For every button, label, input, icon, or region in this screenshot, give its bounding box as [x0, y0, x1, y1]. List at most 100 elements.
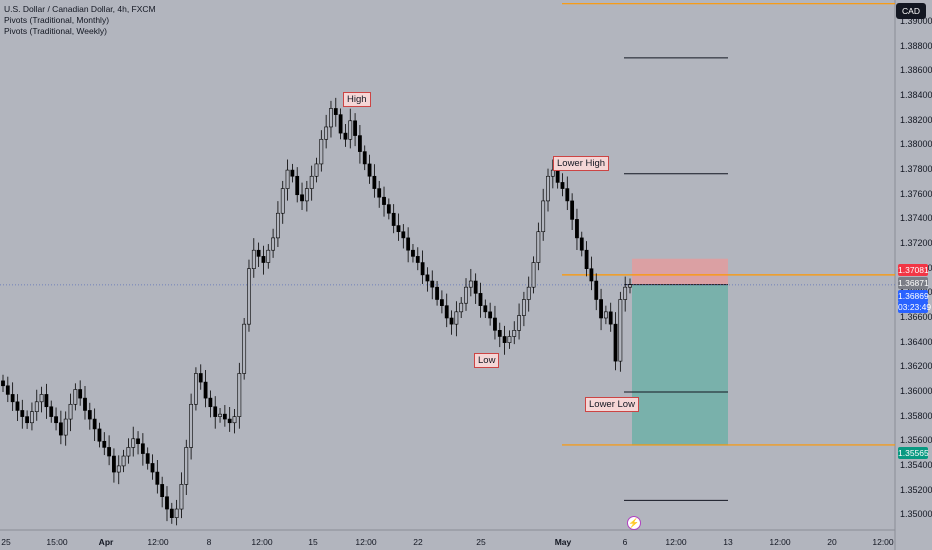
candle-body: [338, 114, 343, 134]
candle-body: [502, 336, 507, 343]
candle-body: [34, 401, 39, 412]
lightning-icon[interactable]: ⚡: [627, 516, 641, 530]
price-tick-label: 1.37600: [900, 188, 932, 199]
candle-body: [155, 471, 160, 485]
price-tick-label: 1.36200: [900, 361, 932, 372]
entry-price-tag: 1.36871: [898, 277, 929, 289]
time-tick-label: 15: [308, 537, 318, 547]
candle-body: [131, 438, 136, 448]
candle-body: [546, 175, 550, 202]
candle-body: [97, 428, 102, 442]
candle-body: [560, 182, 565, 189]
candle-body: [280, 188, 285, 214]
price-tick-label: 1.35600: [900, 435, 932, 446]
currency-button[interactable]: CAD: [896, 3, 926, 19]
candle-body: [304, 188, 309, 202]
candle-body: [179, 484, 184, 510]
candle-body: [579, 237, 584, 251]
candle-body: [459, 302, 464, 313]
price-tick-label: 1.36400: [900, 336, 932, 347]
candle-body: [256, 249, 261, 257]
price-tick-label: 1.36000: [900, 385, 932, 396]
time-tick-label: 12:00: [665, 537, 687, 547]
candle-body: [150, 463, 155, 473]
price-tick-label: 1.35000: [900, 509, 932, 520]
price-tick-label: 1.38800: [900, 40, 932, 51]
price-tick-label: 1.38000: [900, 139, 932, 150]
candle-body: [136, 438, 140, 445]
candle-body: [126, 447, 131, 457]
candle-body: [261, 256, 266, 263]
time-tick-label: 13: [723, 537, 733, 547]
candle-body: [78, 389, 83, 399]
current-price-tag: 1.36869: [898, 290, 929, 302]
candle-body: [237, 373, 242, 417]
annotation-lower-low[interactable]: Lower Low: [585, 397, 639, 412]
price-tick-label: 1.36600: [900, 312, 932, 322]
price-tick-label: 1.39000: [900, 16, 932, 27]
candle-body: [483, 305, 488, 313]
candle-body: [358, 135, 362, 152]
candle-body: [39, 394, 44, 403]
candle-body: [420, 262, 425, 276]
candle-body: [1, 380, 5, 387]
candle-body: [570, 200, 575, 220]
candle-body: [145, 453, 150, 464]
annotation-low[interactable]: Low: [474, 353, 500, 368]
time-tick-label: Apr: [98, 537, 114, 547]
candle-body: [618, 299, 623, 362]
candle-body: [623, 286, 628, 300]
candle-body: [628, 284, 632, 288]
candle-body: [565, 188, 570, 202]
candle-body: [555, 169, 560, 183]
candle-body: [169, 508, 174, 518]
candle-body: [232, 416, 237, 424]
candle-body: [507, 336, 512, 343]
price-tick-label: 1.35200: [900, 484, 932, 495]
candle-body: [266, 249, 271, 263]
candle-body: [382, 196, 386, 205]
candle-body: [415, 256, 420, 263]
candle-body: [411, 249, 415, 257]
candle-body: [247, 268, 251, 325]
candle-body: [473, 280, 478, 294]
annotation-high[interactable]: High: [343, 92, 371, 107]
time-tick-label: 8: [206, 537, 212, 547]
candle-body: [386, 204, 391, 214]
candle-body: [348, 120, 353, 140]
candle-body: [594, 280, 599, 300]
price-tick-label: 1.38200: [900, 114, 932, 125]
candle-body: [430, 280, 435, 288]
candle-body: [372, 175, 377, 189]
candle-body: [102, 440, 107, 448]
candle-body: [550, 169, 555, 177]
candle-body: [362, 151, 367, 165]
candle-body: [112, 455, 116, 473]
time-tick-label: 12:00: [769, 537, 791, 547]
indicator-monthly-pivots[interactable]: Pivots (Traditional, Monthly): [4, 15, 110, 25]
candle-body: [589, 268, 594, 282]
time-tick-label: 12:00: [355, 537, 377, 547]
candle-body: [116, 465, 121, 473]
candle-body: [329, 108, 333, 128]
candle-body: [497, 330, 502, 337]
candle-body: [30, 411, 34, 424]
time-tick-label: 6: [622, 537, 628, 547]
time-tick-label: 15:00: [46, 537, 68, 547]
candle-body: [203, 381, 208, 399]
candle-body: [367, 163, 372, 177]
candle-body: [425, 274, 430, 282]
time-tick-label: 12:00: [147, 537, 169, 547]
candle-body: [478, 293, 483, 306]
candle-body: [121, 455, 126, 467]
candle-body: [10, 394, 15, 403]
candle-body: [377, 188, 382, 198]
candle-body: [517, 315, 521, 331]
annotation-lower-high[interactable]: Lower High: [553, 156, 610, 171]
indicator-weekly-pivots[interactable]: Pivots (Traditional, Weekly): [4, 26, 107, 36]
price-tick-label: 1.38600: [900, 65, 932, 76]
candle-body: [242, 323, 247, 374]
candle-body: [488, 311, 493, 319]
candle-body: [184, 447, 189, 485]
